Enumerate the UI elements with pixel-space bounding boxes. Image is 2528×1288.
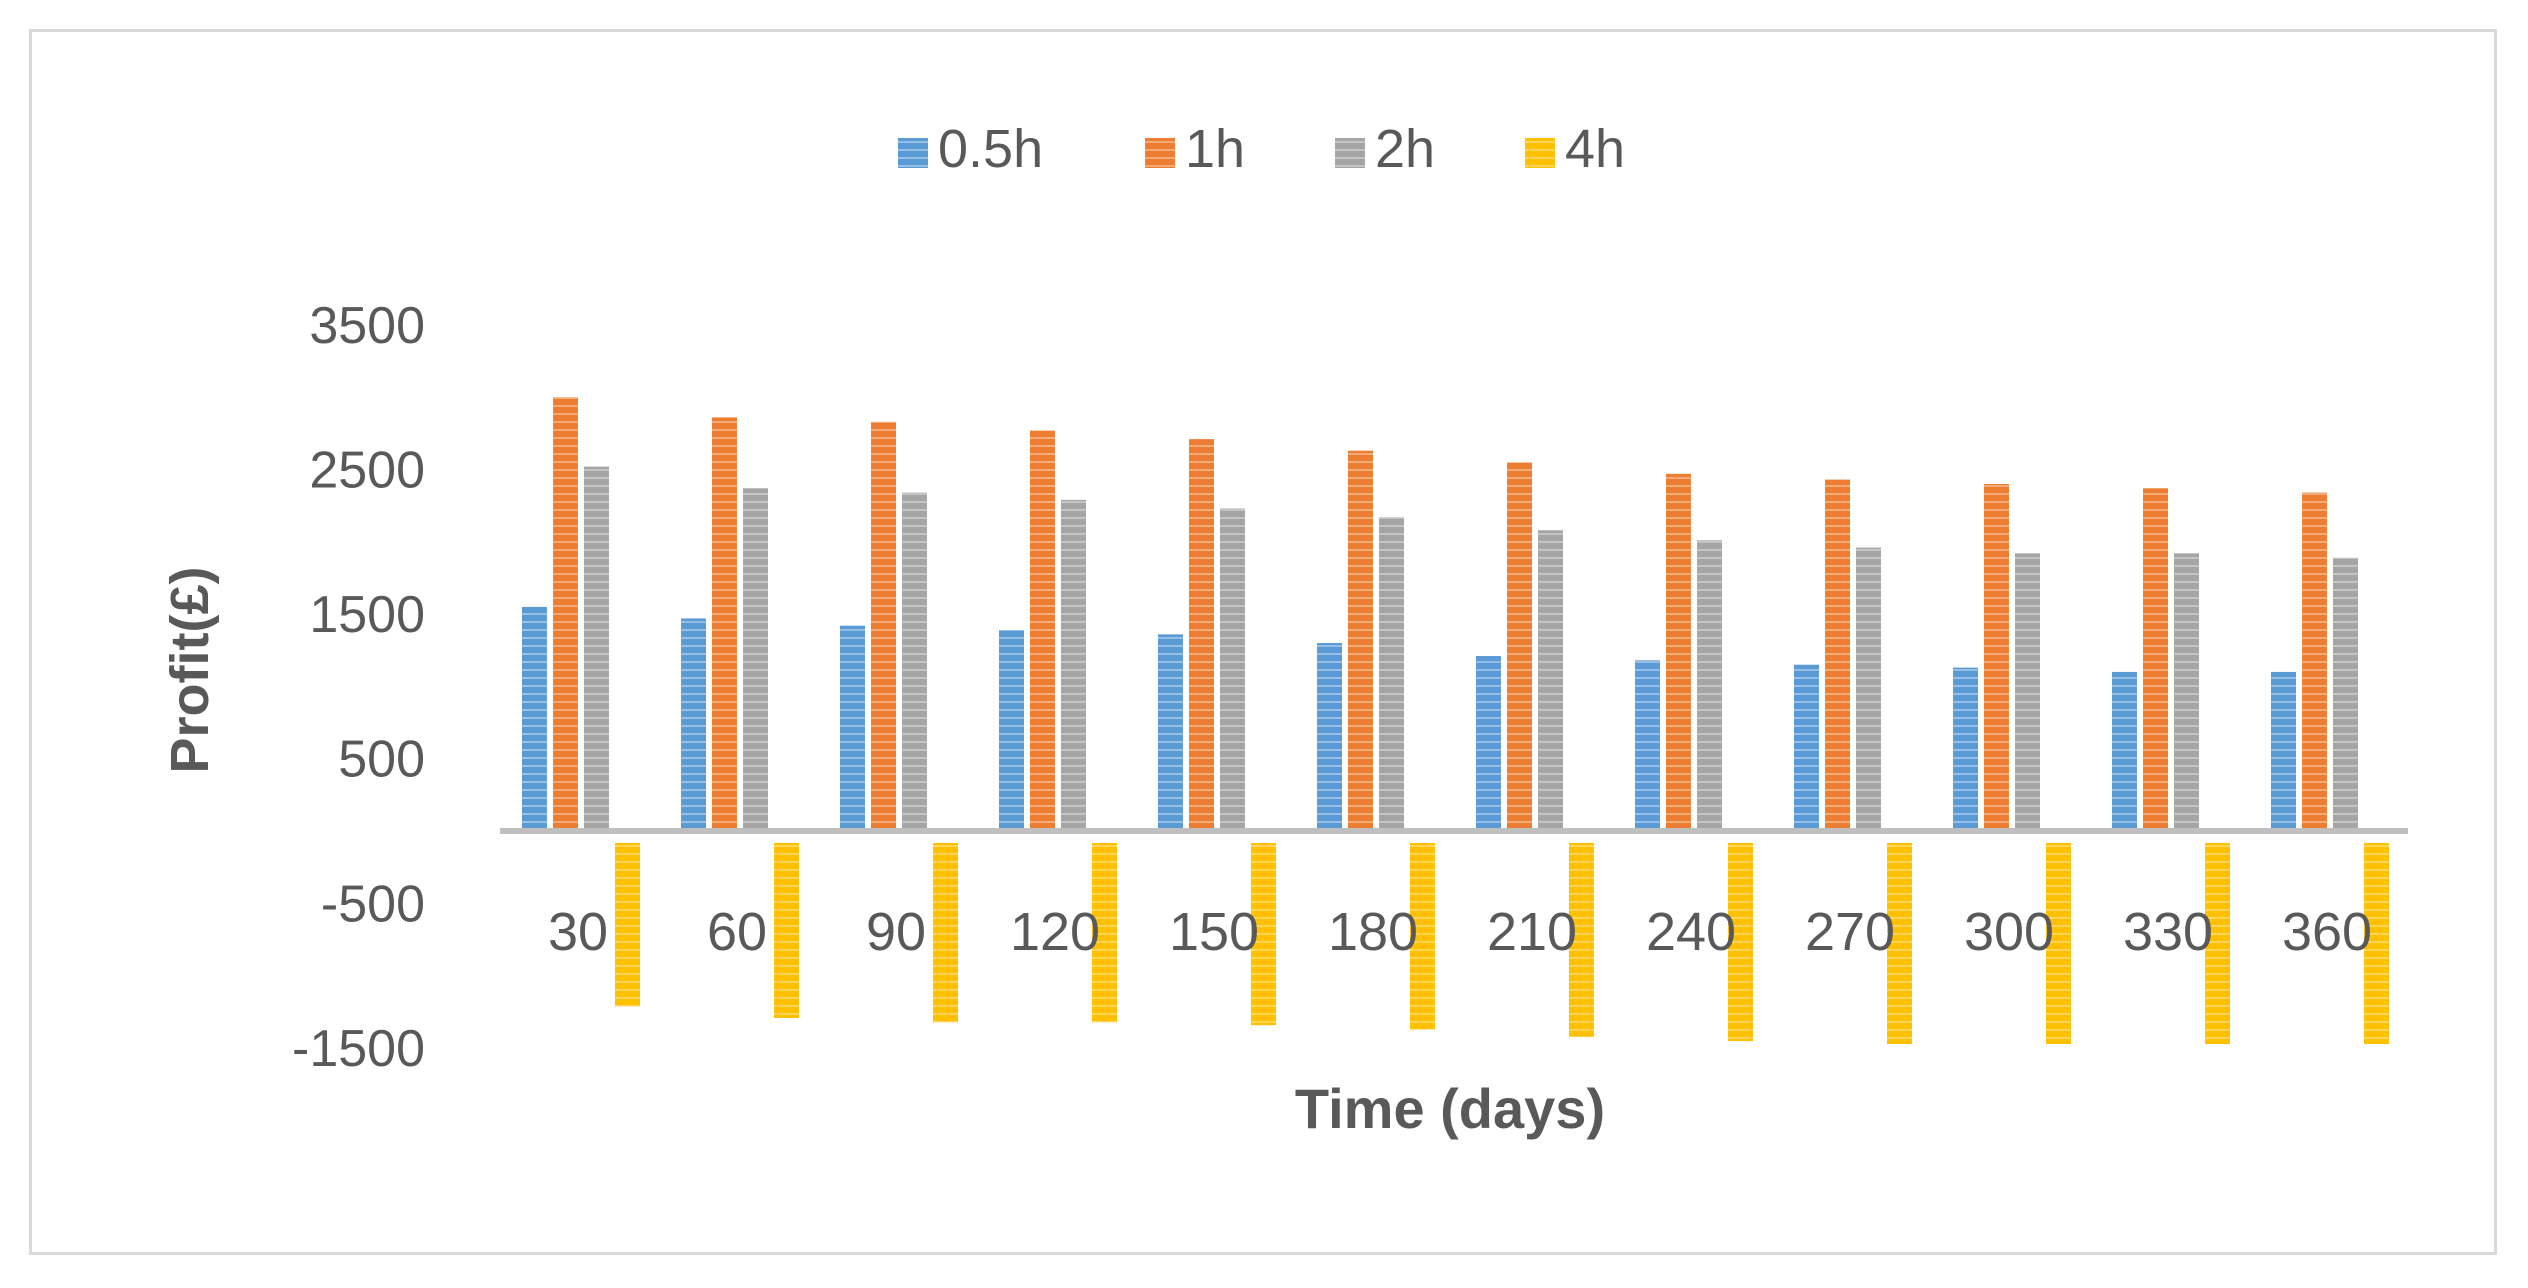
bar-2h-180 bbox=[1379, 517, 1404, 831]
bar-4h-120 bbox=[1092, 843, 1117, 1023]
x-tick-label-30: 30 bbox=[548, 902, 608, 962]
y-tick-label: 3500 bbox=[309, 297, 425, 355]
x-tick-label-300: 300 bbox=[1964, 902, 2054, 962]
bar-4h-300 bbox=[2046, 843, 2071, 1044]
bar-1h-90 bbox=[871, 421, 896, 831]
bar-0.5h-30 bbox=[522, 606, 547, 831]
bar-2h-210 bbox=[1538, 530, 1563, 831]
bar-2h-60 bbox=[743, 488, 768, 831]
bar-1h-270 bbox=[1825, 479, 1850, 831]
bar-0.5h-180 bbox=[1317, 643, 1342, 831]
legend-swatch-4h bbox=[1525, 138, 1555, 168]
x-tick-label-120: 120 bbox=[1010, 902, 1100, 962]
bar-0.5h-210 bbox=[1476, 656, 1501, 831]
bar-2h-150 bbox=[1220, 508, 1245, 831]
bar-1h-150 bbox=[1189, 439, 1214, 831]
bar-1h-120 bbox=[1030, 430, 1055, 831]
bar-0.5h-330 bbox=[2112, 671, 2137, 831]
bar-2h-30 bbox=[584, 466, 609, 831]
legend-swatch-0.5h bbox=[898, 138, 928, 168]
bar-0.5h-360 bbox=[2271, 671, 2296, 831]
bar-4h-210 bbox=[1569, 843, 1594, 1037]
x-tick-label-330: 330 bbox=[2123, 902, 2213, 962]
y-tick-label: 2500 bbox=[309, 442, 425, 500]
bar-0.5h-120 bbox=[999, 630, 1024, 831]
x-tick-label-270: 270 bbox=[1805, 902, 1895, 962]
bars bbox=[522, 397, 2389, 1044]
bar-2h-270 bbox=[1856, 547, 1881, 831]
y-axis-label: Profit(£) bbox=[160, 567, 220, 774]
legend: 0.5h 1h 2h 4h bbox=[898, 119, 1625, 179]
x-tick-label-90: 90 bbox=[866, 902, 926, 962]
legend-swatch-2h bbox=[1335, 138, 1365, 168]
chart-frame bbox=[29, 29, 2497, 1255]
bar-4h-150 bbox=[1251, 843, 1276, 1026]
x-tick-label-210: 210 bbox=[1487, 902, 1577, 962]
x-tick-label-360: 360 bbox=[2282, 902, 2372, 962]
bar-1h-240 bbox=[1666, 473, 1691, 831]
y-tick-label: -1500 bbox=[292, 1020, 425, 1078]
bar-2h-330 bbox=[2174, 553, 2199, 831]
bar-2h-90 bbox=[902, 492, 927, 831]
legend-label-0.5h: 0.5h bbox=[938, 119, 1043, 179]
bar-4h-30 bbox=[615, 843, 640, 1007]
y-tick-label: -500 bbox=[321, 875, 425, 933]
x-tick-label-60: 60 bbox=[707, 902, 767, 962]
bar-0.5h-240 bbox=[1635, 660, 1660, 831]
bar-4h-90 bbox=[933, 843, 958, 1023]
bar-0.5h-60 bbox=[681, 618, 706, 831]
bar-2h-240 bbox=[1697, 540, 1722, 831]
bar-4h-270 bbox=[1887, 843, 1912, 1044]
legend-label-4h: 4h bbox=[1565, 119, 1625, 179]
bar-0.5h-150 bbox=[1158, 634, 1183, 831]
x-axis-label: Time (days) bbox=[1295, 1077, 1605, 1140]
bar-4h-360 bbox=[2364, 843, 2389, 1044]
legend-label-2h: 2h bbox=[1375, 119, 1435, 179]
bar-0.5h-90 bbox=[840, 625, 865, 831]
bar-0.5h-270 bbox=[1794, 664, 1819, 831]
bar-1h-180 bbox=[1348, 450, 1373, 831]
bar-1h-210 bbox=[1507, 462, 1532, 831]
legend-swatch-1h bbox=[1145, 138, 1175, 168]
y-tick-label: 500 bbox=[338, 731, 425, 789]
bar-2h-120 bbox=[1061, 499, 1086, 831]
x-tick-label-240: 240 bbox=[1646, 902, 1736, 962]
x-tick-label-180: 180 bbox=[1328, 902, 1418, 962]
bar-4h-240 bbox=[1728, 843, 1753, 1042]
bar-2h-360 bbox=[2333, 557, 2358, 831]
legend-label-1h: 1h bbox=[1185, 119, 1245, 179]
bar-4h-180 bbox=[1410, 843, 1435, 1030]
bar-1h-360 bbox=[2302, 492, 2327, 831]
bar-4h-60 bbox=[774, 843, 799, 1018]
bar-2h-300 bbox=[2015, 553, 2040, 831]
y-tick-label: 1500 bbox=[309, 586, 425, 644]
bar-1h-60 bbox=[712, 417, 737, 831]
bar-1h-300 bbox=[1984, 483, 2009, 831]
x-axis-ticks: 30 60 90 120 150 180 210 240 270 300 330 360 bbox=[548, 902, 2372, 962]
x-tick-label-150: 150 bbox=[1169, 902, 1259, 962]
bar-4h-330 bbox=[2205, 843, 2230, 1044]
bar-1h-30 bbox=[553, 397, 578, 831]
bar-0.5h-300 bbox=[1953, 667, 1978, 831]
y-axis-ticks: 3500 2500 1500 500 -500 -1500 bbox=[292, 297, 425, 1078]
bar-1h-330 bbox=[2143, 488, 2168, 831]
